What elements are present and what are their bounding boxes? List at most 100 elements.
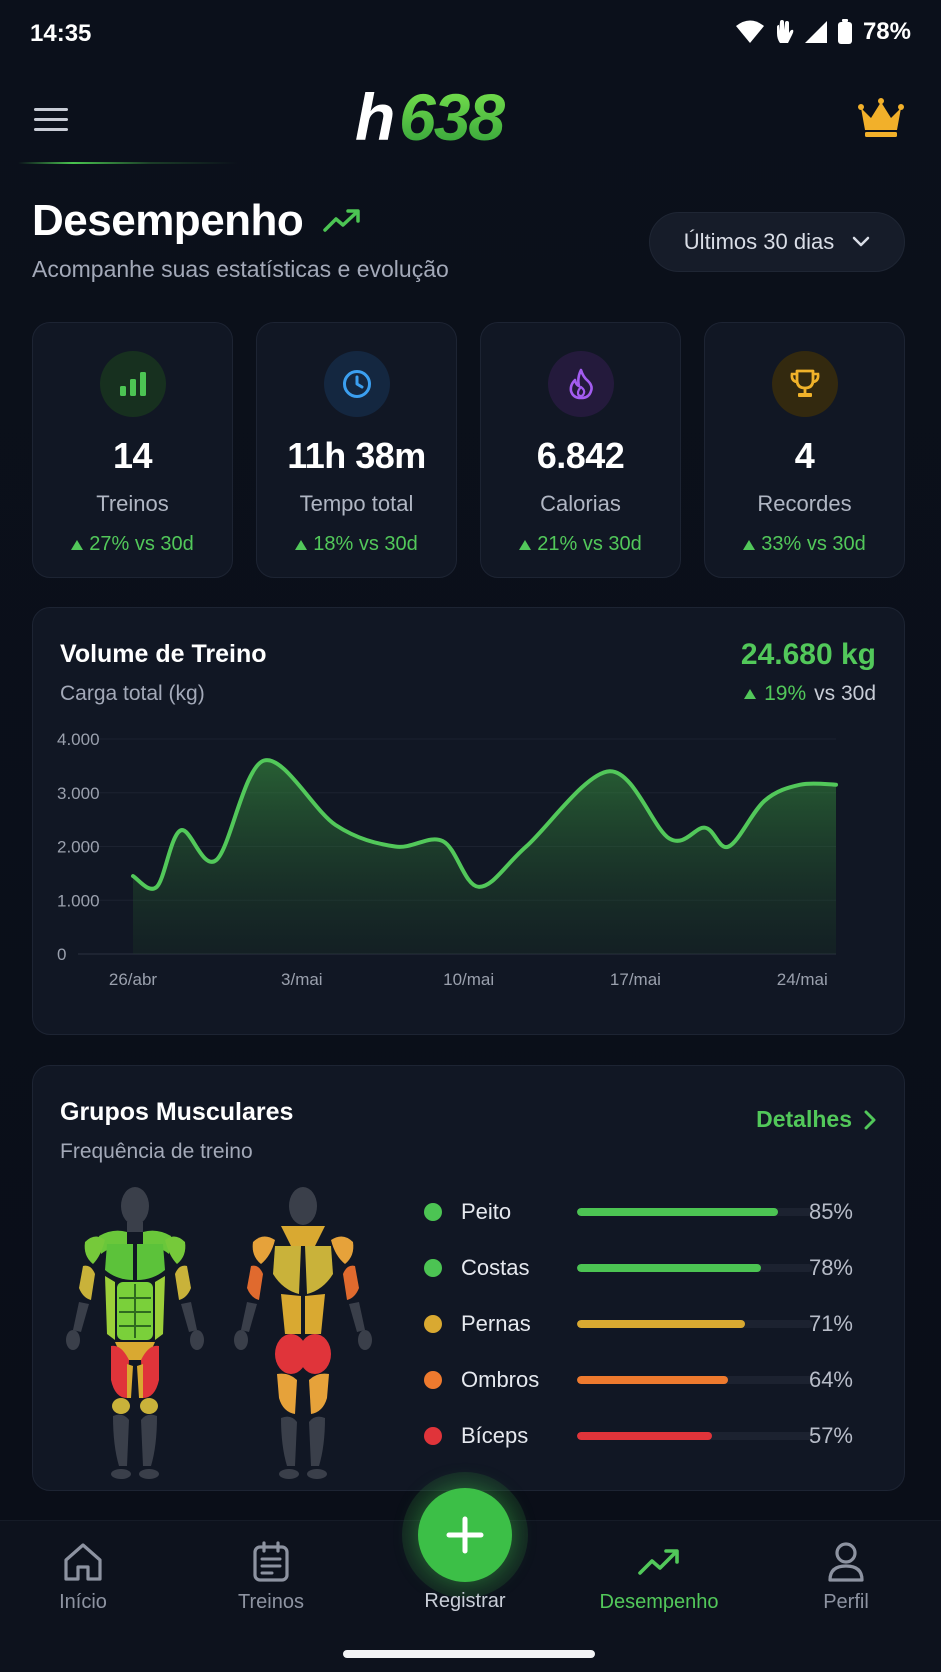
chart-subtitle: Carga total (kg) [60,682,205,705]
stat-icon-bg [323,351,390,417]
muscle-list: Peito 85% Costas 78% Pernas 71% Ombros [421,1184,881,1464]
wifi-icon [735,20,764,43]
bar-chart-icon [119,372,146,396]
muscle-row-costas[interactable]: Costas 78% [421,1240,881,1296]
muscle-pct: 71% [808,1311,853,1336]
muscle-dot [424,1371,442,1389]
flame-icon [569,368,593,400]
chevron-right-icon [864,1110,876,1129]
period-dropdown[interactable]: Últimos 30 dias [649,212,905,272]
muscle-bar-fill [577,1264,762,1272]
stat-card-recordes[interactable]: 4 Recordes 33% vs 30d [704,322,905,578]
register-fab-button[interactable] [418,1488,512,1582]
muscle-bar-fill [577,1376,729,1384]
x-tick-label: 24/mai [777,970,828,989]
up-triangle-icon [71,539,84,550]
muscle-pct: 57% [808,1423,853,1448]
stat-change-text: 33% vs 30d [761,533,866,555]
muscle-row-ombros[interactable]: Ombros 64% [421,1352,881,1408]
logo-digits: 638 [399,82,505,154]
period-label: Últimos 30 dias [683,229,835,254]
muscle-row-pernas[interactable]: Pernas 71% [421,1296,881,1352]
clipboard-icon [253,1541,289,1582]
y-tick-label: 2.000 [57,838,100,857]
muscle-bar-fill [577,1432,712,1440]
muscle-name: Peito [461,1199,512,1224]
muscle-bar-track [577,1432,813,1440]
y-tick-label: 4.000 [57,730,100,749]
stat-change: 21% vs 30d [519,533,642,556]
chart-change-suffix: vs 30d [814,682,876,705]
nav-item-inicio[interactable]: Início [8,1541,158,1614]
muscle-row-biceps[interactable]: Bíceps 57% [421,1408,881,1464]
stat-value: 4 [794,435,815,476]
status-icons: 78% [735,18,911,46]
header-accent-line [18,162,238,164]
home-indicator[interactable] [343,1650,595,1658]
y-tick-label: 1.000 [57,891,100,910]
chart-total: 24.680 kg [740,638,876,671]
status-bar: 14:35 78% [0,0,941,70]
muscle-groups-card: Grupos Musculares Frequência de treino D… [32,1065,905,1491]
muscle-row-peito[interactable]: Peito 85% [421,1184,881,1240]
chart-title: Volume de Treino [60,640,267,668]
muscle-pct: 78% [808,1255,853,1280]
muscle-dot [424,1259,442,1277]
x-tick-label: 3/mai [281,970,323,989]
y-tick-label: 0 [57,945,66,964]
nav-label: Treinos [238,1591,304,1613]
chart-change: 19% vs 30d [744,682,876,706]
menu-icon[interactable] [32,100,72,140]
trend-up-icon [323,209,360,232]
chevron-down-icon [852,236,870,247]
nav-item-desempenho[interactable]: Desempenho [584,1541,734,1614]
y-tick-label: 3.000 [57,784,100,803]
x-tick-label: 26/abr [109,970,158,989]
muscle-name: Pernas [461,1311,531,1336]
nav-label: Desempenho [599,1591,719,1613]
stat-card-calorias[interactable]: 6.842 Calorias 21% vs 30d [480,322,681,578]
up-triangle-icon [519,539,532,550]
stats-row: 14 Treinos 27% vs 30d 11h 38m Tempo tota… [32,322,905,578]
muscle-bar-track [577,1376,813,1384]
crown-icon[interactable] [857,94,905,142]
user-icon [828,1542,864,1582]
app-logo: h 638 [355,82,507,154]
hand-icon [776,20,794,43]
stat-icon-bg [771,351,838,417]
plus-icon [446,1516,484,1554]
muscle-bar-fill [577,1320,745,1328]
page-subtitle: Acompanhe suas estatísticas e evolução [32,256,449,282]
stat-card-tempo[interactable]: 11h 38m Tempo total 18% vs 30d [256,322,457,578]
stat-change-text: 27% vs 30d [89,533,194,555]
muscle-dot [424,1315,442,1333]
stat-change-text: 21% vs 30d [537,533,642,555]
stat-change: 33% vs 30d [743,533,866,556]
clock-icon [342,370,371,398]
details-link[interactable]: Detalhes [756,1106,876,1133]
chart-line [131,758,838,891]
nav-item-perfil[interactable]: Perfil [771,1541,921,1614]
stat-label: Calorias [540,491,621,516]
muscle-bar-track [577,1208,813,1216]
muscle-pct: 64% [808,1367,853,1392]
muscle-bar-track [577,1264,813,1272]
up-triangle-icon [295,539,308,550]
stat-label: Treinos [96,491,169,516]
volume-chart-card: 4.000 3.000 2.000 1.000 0 26/abr 3/mai 10/mai 1… [32,607,905,1035]
page-title: Desempenho [32,196,304,245]
nav-label: Início [59,1591,107,1613]
muscle-bar-fill [577,1208,778,1216]
trend-up-icon [638,1549,679,1575]
chart-area [133,760,836,954]
stat-icon-bg [99,351,166,417]
muscle-bar-track [577,1320,813,1328]
up-triangle-icon [744,689,757,699]
up-triangle-icon [743,539,756,550]
nav-label-registrar[interactable]: Registrar [424,1590,506,1612]
x-tick-label: 17/mai [610,970,661,989]
volume-chart: 4.000 3.000 2.000 1.000 0 26/abr 3/mai 10/mai 1… [57,730,838,989]
nav-item-treinos[interactable]: Treinos [196,1541,346,1614]
stat-card-treinos[interactable]: 14 Treinos 27% vs 30d [32,322,233,578]
